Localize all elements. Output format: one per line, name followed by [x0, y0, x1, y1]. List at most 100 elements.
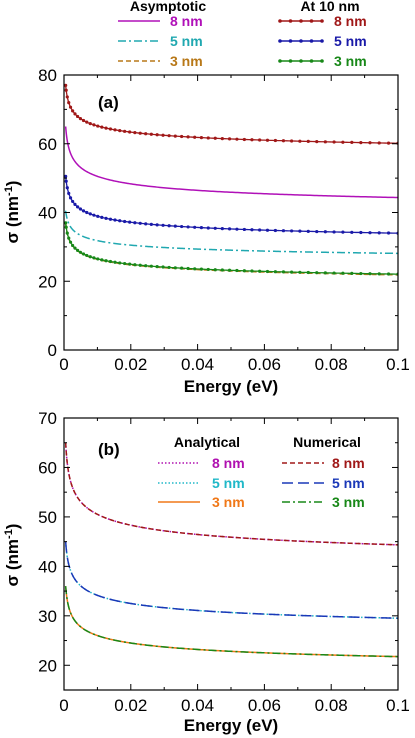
- y-tick-label: 70: [38, 409, 57, 428]
- series-marker: [332, 140, 336, 144]
- x-axis-label: Energy (eV): [184, 377, 278, 396]
- legend-title: Analytical: [174, 434, 240, 450]
- legend-marker: [288, 19, 293, 23]
- series-marker: [81, 252, 86, 256]
- legend-entry-label: 5 nm: [170, 33, 203, 49]
- legend-marker: [278, 59, 282, 63]
- y-tick-label: 60: [38, 135, 57, 154]
- series-marker: [220, 268, 224, 272]
- series-line-numerical-8-nm: [64, 442, 398, 546]
- legend-entry-label: 3 nm: [334, 53, 367, 69]
- series-marker: [220, 226, 224, 231]
- x-tick-label: 0: [59, 355, 68, 374]
- series-marker: [128, 130, 132, 134]
- x-tick-label: 0.04: [181, 355, 214, 374]
- series-marker: [88, 255, 92, 259]
- series-marker: [332, 271, 336, 275]
- series-marker: [167, 265, 171, 270]
- series-marker: [85, 120, 89, 124]
- legend-entry-label: 8 nm: [212, 455, 245, 471]
- series-marker: [71, 109, 75, 113]
- legend-marker: [299, 19, 303, 23]
- series-marker: [227, 268, 232, 272]
- series-marker: [290, 139, 294, 143]
- x-tick-label: 0.1: [386, 355, 410, 374]
- series-marker: [273, 228, 278, 233]
- series-marker: [149, 132, 153, 136]
- series-marker: [155, 265, 159, 269]
- series-marker: [265, 269, 270, 274]
- legend-marker: [320, 59, 324, 63]
- series-marker: [64, 221, 68, 225]
- series-marker: [290, 270, 294, 274]
- series-marker: [71, 243, 75, 248]
- legend-entry-label: 8 nm: [334, 13, 367, 29]
- series-marker: [65, 186, 69, 190]
- y-tick-label: 40: [38, 204, 57, 223]
- series-marker: [96, 257, 100, 261]
- series-marker: [128, 220, 132, 224]
- series-marker: [96, 214, 100, 218]
- series-marker: [71, 199, 75, 204]
- series-marker: [100, 215, 104, 219]
- series-marker: [341, 271, 345, 275]
- series-marker: [350, 230, 354, 234]
- series-marker: [306, 139, 310, 144]
- legend-entry-label: 5 nm: [212, 475, 245, 491]
- series-marker: [250, 138, 254, 142]
- x-tick-label: 0.02: [114, 696, 147, 715]
- series-line-asymptotic-5-nm: [64, 210, 398, 255]
- legend-marker: [288, 59, 293, 63]
- series-marker: [377, 272, 381, 276]
- series-marker: [265, 138, 270, 142]
- series-marker: [206, 267, 210, 272]
- series-marker: [220, 136, 224, 141]
- legend-group-numerical: Numerical 8 nm 5 nm 3 nm: [282, 434, 365, 510]
- series-marker: [180, 266, 184, 270]
- series-marker: [144, 264, 148, 268]
- y-axis-label-superscript: -1: [3, 186, 15, 196]
- series-marker: [258, 228, 262, 232]
- series-marker: [368, 272, 372, 276]
- series-marker: [138, 221, 142, 225]
- series-marker: [258, 138, 262, 142]
- series-marker: [78, 117, 83, 121]
- series-marker: [298, 139, 302, 143]
- legend-group-at-10-nm: At 10 nm8 nm 5 nm 3 nm: [278, 0, 367, 69]
- series-marker: [64, 174, 68, 179]
- series-marker: [242, 269, 246, 273]
- series-marker: [323, 140, 327, 144]
- series-marker: [88, 121, 92, 126]
- series-marker: [88, 212, 92, 216]
- series-group: [64, 442, 398, 658]
- series-marker: [341, 230, 345, 234]
- panel-label: (a): [98, 93, 119, 112]
- series-marker: [242, 137, 246, 142]
- series-marker: [68, 240, 73, 244]
- series-marker: [161, 265, 165, 269]
- legend-group-analytical: Analytical 8 nm 5 nm 3 nm: [158, 434, 245, 510]
- series-marker: [298, 270, 302, 274]
- series-line-at-10-nm-5-nm: [65, 176, 398, 234]
- series-marker: [186, 266, 190, 271]
- y-axis-label-superscript: -1: [3, 529, 15, 539]
- series-marker: [73, 112, 77, 116]
- series-marker: [78, 207, 83, 211]
- series-marker: [199, 267, 204, 271]
- series-marker: [75, 205, 80, 209]
- series-marker: [73, 202, 77, 207]
- series-marker: [242, 227, 246, 232]
- series-marker: [133, 221, 137, 225]
- series-marker: [67, 100, 71, 105]
- series-marker: [144, 132, 148, 136]
- series-marker: [144, 222, 148, 226]
- series-marker: [138, 263, 142, 267]
- series-marker: [306, 270, 310, 275]
- series-marker: [96, 124, 100, 128]
- series-marker: [108, 217, 113, 221]
- series-marker: [64, 83, 68, 87]
- legend-entry-label: 8 nm: [332, 455, 365, 471]
- series-marker: [113, 218, 117, 222]
- series-line-analytical-3-nm: [64, 586, 398, 658]
